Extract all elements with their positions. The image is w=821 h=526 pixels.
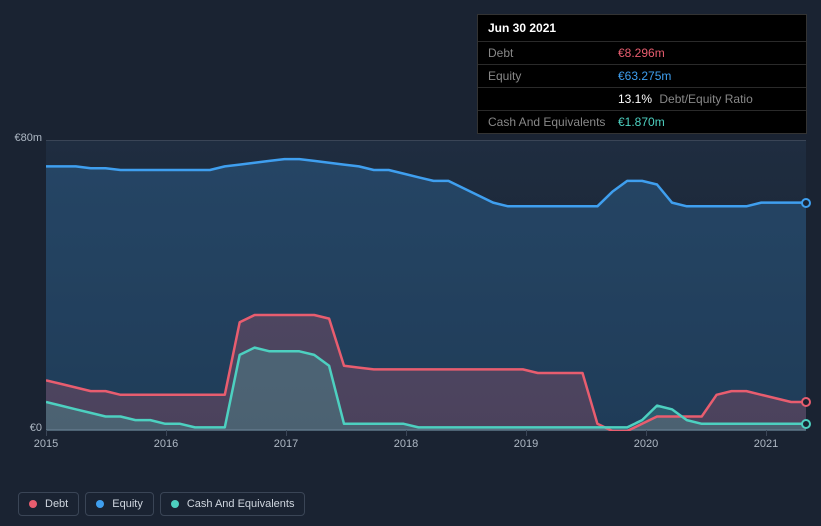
tooltip-date: Jun 30 2021	[478, 15, 806, 42]
x-axis-label: 2018	[394, 438, 418, 450]
x-axis: 2015201620172018201920202021	[46, 438, 806, 458]
x-tick	[286, 430, 287, 436]
cash-end-marker	[801, 419, 811, 429]
cash-legend-dot	[171, 500, 179, 508]
tooltip-row-value: €1.870m	[618, 115, 665, 129]
x-axis-label: 2021	[754, 438, 778, 450]
tooltip-row-value: €8.296m	[618, 46, 665, 60]
tooltip-row-value: 13.1% Debt/Equity Ratio	[618, 92, 753, 106]
equity-legend-dot	[96, 500, 104, 508]
tooltip-row-value: €63.275m	[618, 69, 671, 83]
tooltip-row-equity: Equity€63.275m	[478, 65, 806, 88]
debt-legend-dot	[29, 500, 37, 508]
tooltip-row-cash: Cash And Equivalents€1.870m	[478, 111, 806, 133]
x-axis-label: 2016	[154, 438, 178, 450]
legend-label: Equity	[112, 498, 143, 510]
x-tick	[406, 430, 407, 436]
x-axis-label: 2017	[274, 438, 298, 450]
chart-legend: Debt Equity Cash And Equivalents	[18, 492, 305, 516]
tooltip-row-ratio: 13.1% Debt/Equity Ratio	[478, 88, 806, 111]
plot-area[interactable]	[46, 140, 806, 430]
x-axis-label: 2019	[514, 438, 538, 450]
equity-end-marker	[801, 198, 811, 208]
legend-item-cash[interactable]: Cash And Equivalents	[160, 492, 306, 516]
x-axis-label: 2015	[34, 438, 58, 450]
chart-tooltip: Jun 30 2021 Debt€8.296mEquity€63.275m13.…	[477, 14, 807, 134]
x-tick	[766, 430, 767, 436]
legend-item-debt[interactable]: Debt	[18, 492, 79, 516]
x-tick	[646, 430, 647, 436]
debt-end-marker	[801, 397, 811, 407]
tooltip-row-label: Equity	[488, 69, 618, 83]
x-axis-label: 2020	[634, 438, 658, 450]
tooltip-row-label	[488, 92, 618, 106]
tooltip-row-label: Cash And Equivalents	[488, 115, 618, 129]
x-tick	[46, 430, 47, 436]
x-tick	[526, 430, 527, 436]
y-axis-label-min: €0	[30, 422, 42, 434]
legend-label: Debt	[45, 498, 68, 510]
legend-label: Cash And Equivalents	[187, 498, 295, 510]
legend-item-equity[interactable]: Equity	[85, 492, 154, 516]
tooltip-row-label: Debt	[488, 46, 618, 60]
y-axis-label-max: €80m	[14, 132, 42, 144]
x-tick	[166, 430, 167, 436]
tooltip-row-debt: Debt€8.296m	[478, 42, 806, 65]
debt-equity-chart: €80m €0 2015201620172018201920202021	[18, 120, 806, 466]
